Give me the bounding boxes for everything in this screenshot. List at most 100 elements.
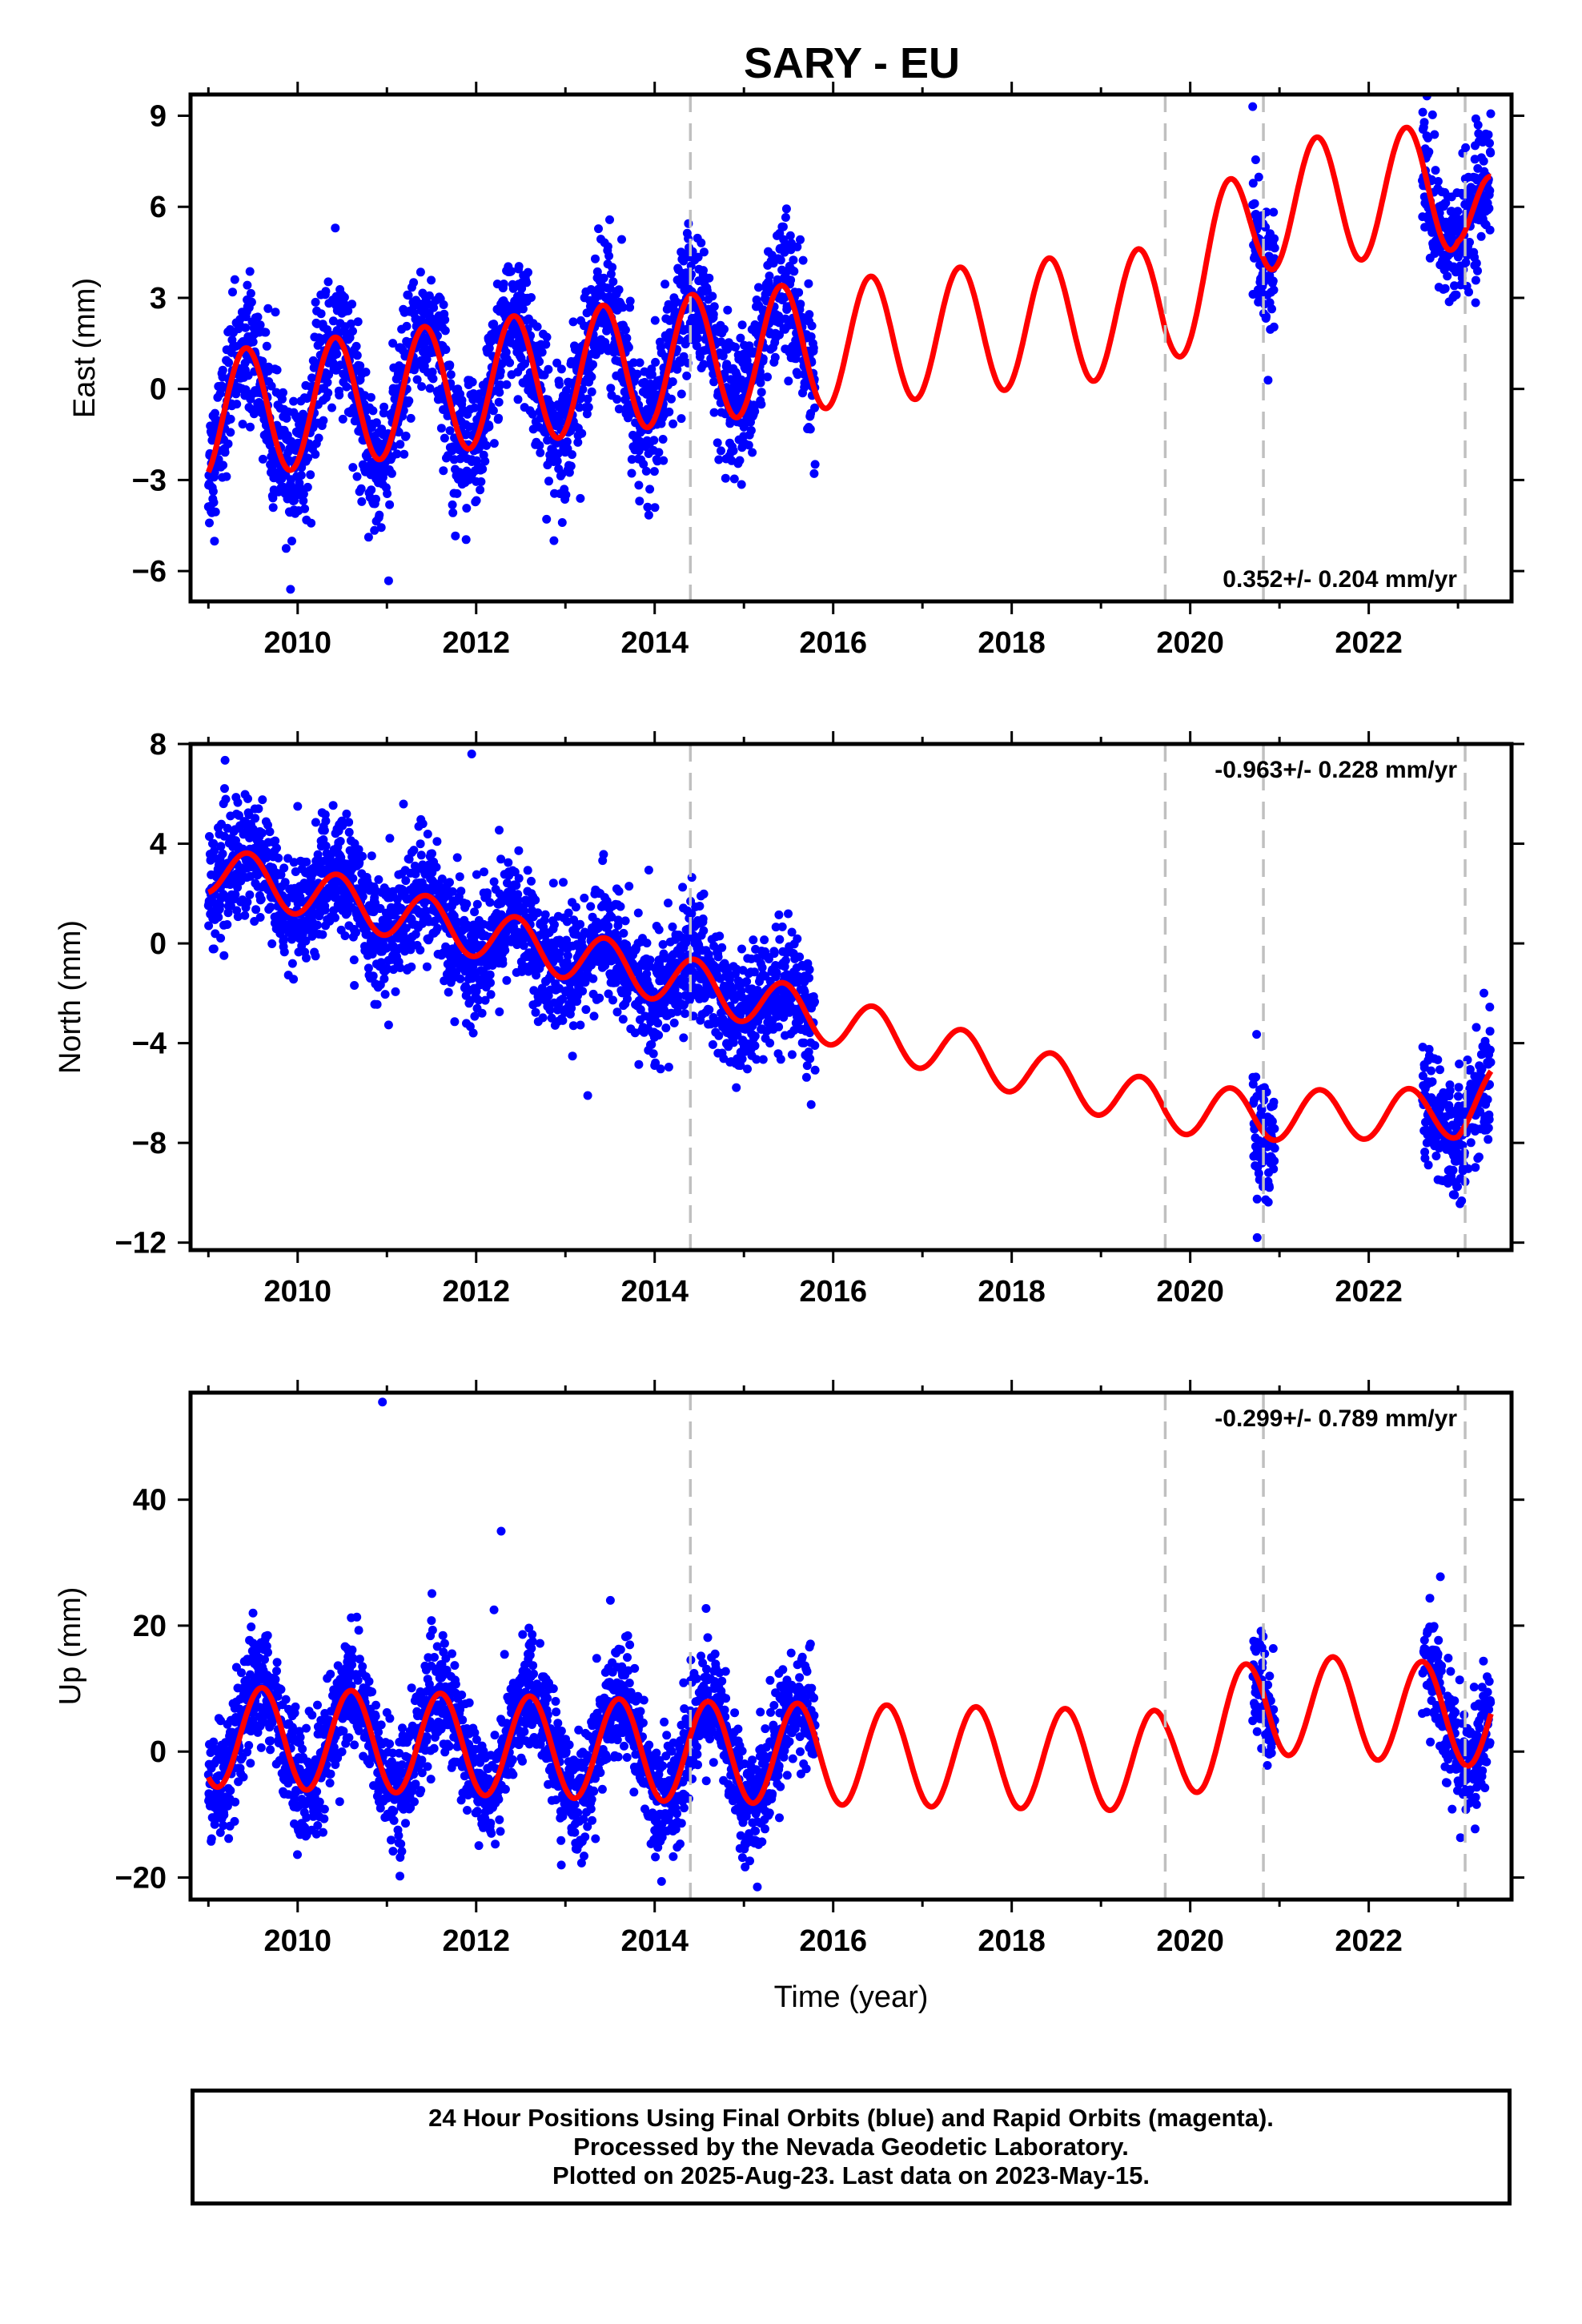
data-point [549,536,559,545]
data-point [354,845,363,854]
data-point [524,267,532,277]
data-point [1485,225,1495,235]
data-point [328,801,338,810]
data-point [391,987,400,996]
data-point [439,466,448,476]
data-point [472,987,481,996]
data-point [1484,130,1493,139]
data-point [220,784,229,794]
data-point [255,913,265,922]
x-tick-label: 2022 [1335,626,1403,660]
data-point [367,485,376,495]
data-point [606,384,616,393]
data-point [404,396,414,405]
data-point [540,910,550,919]
data-point [226,414,235,424]
data-point [440,433,449,443]
panel-frame [188,92,1514,604]
data-point [810,1041,820,1050]
data-point [624,343,633,352]
data-point [379,402,389,412]
data-point [445,426,455,436]
data-point [432,837,442,846]
data-point [749,967,759,977]
data-point [531,895,540,905]
data-point [412,375,422,384]
data-point [444,987,453,997]
data-point [1440,283,1450,293]
data-point [805,1054,815,1063]
data-point [654,448,664,457]
data-point [717,446,725,456]
data-point [1443,271,1452,281]
data-point [732,1083,741,1092]
data-point [535,440,544,450]
data-point [1262,312,1271,321]
data-point [235,810,243,820]
data-point [702,286,712,296]
data-point [758,354,768,364]
data-point [589,1011,599,1021]
data-point [612,1007,622,1017]
data-point [465,1022,475,1031]
data-point [804,1047,813,1056]
data-point [806,1100,816,1109]
data-point [485,898,495,907]
data-point [625,303,635,312]
data-point [342,809,351,818]
data-point [1270,234,1279,243]
data-point [627,468,636,478]
data-point [254,804,263,814]
data-point [416,839,425,849]
data-point [486,978,495,987]
data-point [714,1031,724,1040]
data-point [607,912,616,922]
panel-east: 2010 2012 2014 2016 2018 2020 2022−6−30369East… [68,82,1524,660]
data-point [642,389,652,399]
data-point [488,406,498,416]
data-point [608,263,617,272]
data-point [439,300,448,309]
data-point [218,365,227,375]
data-point [634,446,644,456]
data-point [1461,143,1471,152]
data-point [588,974,598,983]
data-point [620,325,630,335]
data-point [1453,207,1463,216]
data-point [462,504,472,513]
data-points [203,755,1496,1208]
data-point [786,275,796,285]
data-point [805,1028,814,1038]
data-point [489,877,499,887]
data-point [1251,155,1260,164]
data-point [299,489,308,499]
data-point [437,875,447,883]
data-point [810,997,819,1007]
data-point [584,403,593,412]
data-point [366,392,375,402]
data-point [708,292,717,301]
y-tick-label: 9 [150,100,167,134]
data-point [1473,266,1482,275]
data-point [611,978,620,987]
data-point [323,378,332,387]
data-point [402,321,412,331]
data-point [1486,109,1496,119]
data-point [544,364,553,374]
data-point [537,983,547,993]
data-point [757,400,766,409]
data-point [243,280,252,290]
data-point [348,327,357,336]
data-point [795,952,805,962]
data-point [542,332,552,342]
data-point [303,453,313,463]
data-point [810,1065,820,1075]
data-point [659,456,669,465]
data-point [456,974,465,983]
data-point [351,341,361,351]
data-point [575,403,584,412]
data-point [624,882,634,891]
data-point [387,468,396,478]
data-point [603,242,612,251]
data-point [750,407,760,416]
